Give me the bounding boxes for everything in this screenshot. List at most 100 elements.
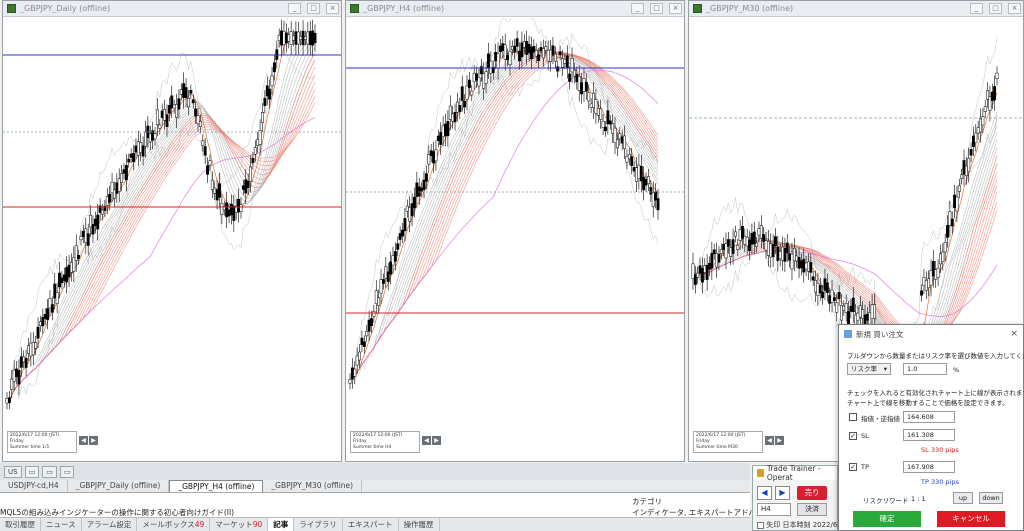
toolbox-tab[interactable]: ライブラリ (294, 518, 343, 531)
chart-titlebar[interactable]: _GBPJPY_H4 (offline) _ □ × (346, 1, 684, 17)
toolbox-tab[interactable]: ニュース (41, 518, 82, 531)
candle-body (967, 157, 971, 172)
candle-body (120, 173, 124, 183)
trainer-titlebar[interactable]: Trade Trainer - Operat (753, 464, 837, 482)
next-icon[interactable]: ▶ (89, 436, 98, 445)
minimize-icon[interactable]: _ (970, 3, 983, 14)
timeframe-select[interactable]: H4 (757, 503, 791, 516)
toolbox-tab[interactable]: 記事 (268, 518, 295, 531)
candle-body (29, 342, 33, 357)
minimized-window[interactable]: ▭ (42, 465, 57, 478)
sl-input[interactable]: 161.308 (903, 429, 955, 441)
next-icon[interactable]: ▶ (775, 436, 784, 445)
candle-body (134, 145, 138, 153)
sl-checkbox[interactable]: ✓ (849, 432, 857, 440)
candle-body (613, 127, 617, 143)
candle-body (424, 173, 428, 182)
toolbox-tab[interactable]: マーケット90 (210, 518, 269, 531)
moving-average-line (692, 118, 998, 373)
article-row[interactable]: MQL5の組み込みインジケーターの操作に関する初心者向けガイド(II) (0, 508, 235, 517)
minimize-icon[interactable]: _ (631, 3, 644, 14)
close-icon[interactable]: × (1010, 329, 1018, 339)
note-line-2: チャート上で線を移動することで価格を設定できます。 (847, 399, 1009, 407)
price-chart-svg[interactable] (346, 18, 684, 461)
minimize-icon[interactable]: _ (288, 3, 301, 14)
toolbox-tab-label: ニュース (46, 520, 76, 529)
minimized-window[interactable]: ▭ (59, 465, 75, 478)
chart-tab-m30[interactable]: _GBPJPY_M30 (offline) (263, 480, 363, 492)
chart-titlebar[interactable]: _GBPJPY_M30 (offline) _ □ × (689, 1, 1023, 17)
close-icon[interactable]: × (669, 3, 682, 14)
chart-tab-usdjpy[interactable]: USDJPY-cd,H4 (0, 480, 68, 492)
chart-window-h4[interactable]: _GBPJPY_H4 (offline) _ □ × 2022/6/17 12:… (345, 0, 685, 462)
candle-body (396, 243, 400, 250)
toolbox-tab[interactable]: アラーム設定 (82, 518, 138, 531)
toolbox-tab[interactable]: エキスパート (343, 518, 399, 531)
candle-body (762, 234, 766, 242)
moving-average-line (692, 250, 998, 317)
maximize-icon[interactable]: □ (989, 3, 1002, 14)
chart-tab-h4[interactable]: _GBPJPY_H4 (offline) (169, 480, 264, 492)
prev-icon[interactable]: ◀ (422, 436, 431, 445)
minimized-window[interactable]: ▭ (24, 465, 40, 478)
limit-checkbox[interactable] (849, 413, 857, 421)
tp-input[interactable]: 167.908 (903, 461, 955, 473)
candle-body (415, 182, 419, 197)
candle-body (196, 115, 200, 124)
candle-body (506, 54, 510, 61)
down-button[interactable]: down (979, 492, 1003, 504)
candle-body (306, 31, 310, 45)
toolbox-tab[interactable]: メールボックス49 (137, 518, 211, 531)
toolbox-tab-label: 操作履歴 (403, 520, 434, 529)
moving-average-line (692, 147, 998, 364)
prev-icon[interactable]: ◀ (765, 436, 774, 445)
candle-body (832, 297, 836, 301)
chart-window-daily[interactable]: _GBPJPY_Daily (offline) _ □ × 2022/6/17 … (2, 0, 342, 462)
moving-average-line (349, 48, 659, 382)
risk-input[interactable]: 1.0 (903, 363, 947, 375)
mode-select[interactable]: リスク率 ▾ (847, 363, 891, 375)
step-forward-icon[interactable]: ▶ (775, 486, 790, 500)
toolbox-tab[interactable]: 取引履歴 (0, 518, 41, 531)
candle-body (759, 225, 763, 239)
chart-titlebar[interactable]: _GBPJPY_Daily (offline) _ □ × (3, 1, 341, 17)
up-button[interactable]: up (953, 492, 973, 504)
candle-body (453, 112, 457, 123)
candle-body (350, 367, 354, 380)
close-icon[interactable]: × (326, 3, 339, 14)
candle-body (712, 249, 716, 255)
candle-body (842, 306, 846, 311)
moving-average-line (6, 47, 316, 402)
candle-body (179, 89, 183, 95)
cancel-button[interactable]: キャンセル (937, 511, 1005, 527)
candle-body (582, 78, 586, 92)
candle-body (77, 255, 81, 259)
confirm-button[interactable]: 確定 (853, 511, 921, 527)
arrow-checkbox[interactable] (757, 521, 764, 529)
next-icon[interactable]: ▶ (432, 436, 441, 445)
candle-body (155, 109, 159, 126)
chart-canvas[interactable]: 2022/6/17 12:00 (JST) Friday Summer time… (346, 18, 684, 461)
candle-body (160, 110, 164, 118)
tp-checkbox[interactable]: ✓ (849, 463, 857, 471)
candle-body (353, 368, 357, 377)
candle-body (34, 342, 38, 349)
settle-button[interactable]: 決済 (797, 503, 827, 516)
minimized-window-us[interactable]: US (4, 465, 22, 478)
candle-body (522, 41, 526, 48)
limit-input[interactable]: 164.608 (903, 411, 955, 423)
chart-canvas[interactable]: 2022/6/17 12:00 (JST) Friday Summer time… (3, 18, 341, 461)
maximize-icon[interactable]: □ (307, 3, 320, 14)
chart-tab-daily[interactable]: _GBPJPY_Daily (offline) (68, 480, 170, 492)
maximize-icon[interactable]: □ (650, 3, 663, 14)
step-back-icon[interactable]: ◀ (757, 486, 772, 500)
dialog-titlebar[interactable]: 新規 買い注文 × (839, 325, 1023, 343)
close-icon[interactable]: × (1008, 3, 1021, 14)
sell-button[interactable]: 売り (797, 486, 827, 500)
prev-icon[interactable]: ◀ (79, 436, 88, 445)
toolbox-tab[interactable]: 操作履歴 (399, 518, 440, 531)
candle-body (802, 258, 806, 273)
toolbox-tab-count: 49 (194, 520, 205, 529)
moving-average-line (6, 52, 316, 402)
price-chart-svg[interactable] (3, 18, 341, 461)
